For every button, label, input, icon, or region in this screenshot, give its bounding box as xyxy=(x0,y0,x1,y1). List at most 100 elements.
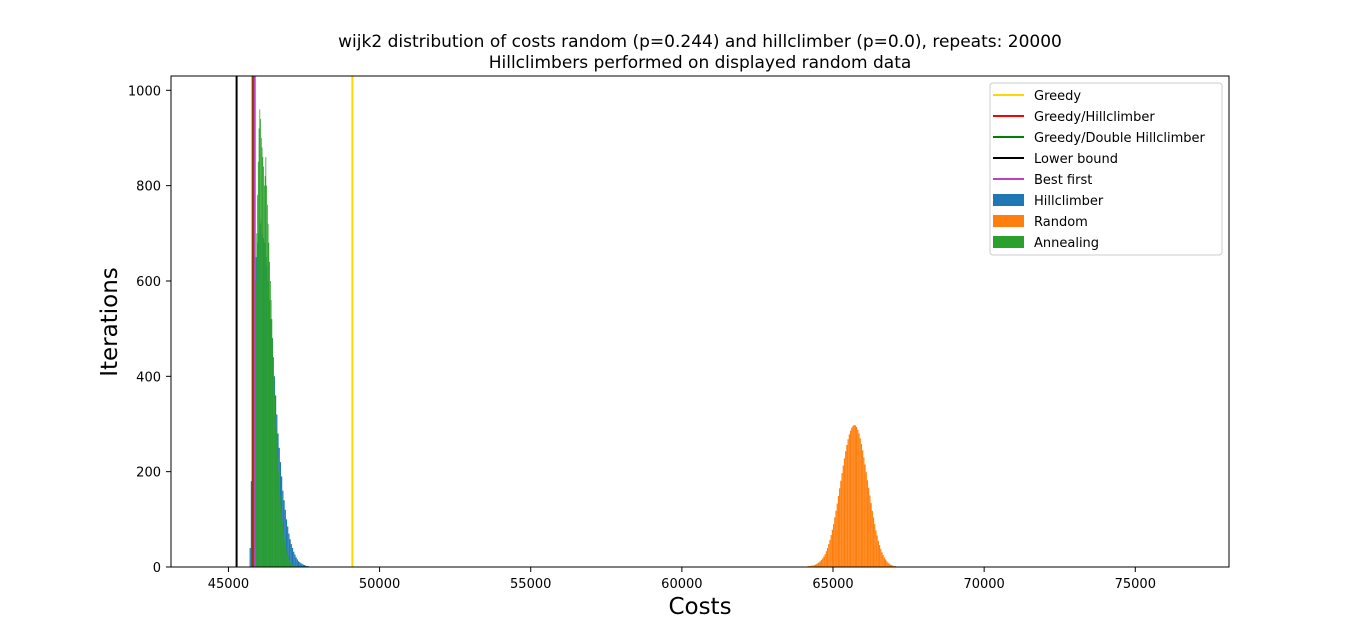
histogram-bar xyxy=(878,545,881,567)
histogram-bar xyxy=(263,166,264,567)
histogram-bar xyxy=(831,529,834,567)
histogram-bar xyxy=(840,480,842,567)
histogram-bar xyxy=(286,552,288,567)
histogram-bar xyxy=(811,565,813,567)
histogram-bar xyxy=(250,481,253,567)
histogram-bar xyxy=(839,488,841,567)
y-tick-label: 400 xyxy=(136,370,161,385)
histogram-bar xyxy=(834,517,836,567)
plot-frame xyxy=(170,75,1230,568)
histogram-bar xyxy=(874,524,876,567)
histogram-bar xyxy=(276,428,277,567)
histogram-bar xyxy=(872,517,875,567)
y-tick-label: 1000 xyxy=(128,84,161,99)
histogram-bar xyxy=(291,564,293,567)
histogram-bar xyxy=(281,514,283,567)
histogram-bar xyxy=(285,548,287,567)
histogram-bar xyxy=(848,434,850,567)
histogram-bar xyxy=(814,564,817,567)
histogram-bar xyxy=(290,544,292,567)
histogram-bar xyxy=(845,451,847,567)
legend-label: Greedy/Double Hillclimber xyxy=(1034,131,1206,146)
legend-label: Lower bound xyxy=(1034,152,1118,167)
legend-label: Random xyxy=(1034,215,1088,230)
histogram-bar xyxy=(300,563,302,567)
histogram-bar xyxy=(259,109,261,568)
histogram-bar xyxy=(262,157,264,568)
histogram-bar xyxy=(304,565,306,567)
histogram-bar xyxy=(862,450,864,567)
legend-label: Best first xyxy=(1034,173,1092,188)
histogram-bar xyxy=(273,357,274,567)
histogram-bar xyxy=(299,562,301,567)
histogram-bar xyxy=(295,557,297,567)
histogram-bar xyxy=(830,535,832,567)
histogram-bar xyxy=(283,500,285,567)
histogram-bar xyxy=(279,483,280,567)
histogram-bar xyxy=(823,556,825,567)
histogram-bar xyxy=(255,280,257,567)
histogram-bar xyxy=(820,559,823,567)
legend-patch-swatch xyxy=(993,194,1024,206)
histogram-bar xyxy=(288,559,290,567)
histogram-bar xyxy=(263,185,265,567)
histogram-bar xyxy=(291,547,294,567)
y-tick-label: 600 xyxy=(136,275,161,290)
histogram-bar xyxy=(868,487,870,567)
histogram-bar xyxy=(264,176,266,567)
histogram-bar xyxy=(860,444,863,567)
histogram-bar xyxy=(854,425,856,567)
histogram-bar xyxy=(272,338,274,567)
histogram-bar xyxy=(297,561,300,567)
histogram-bar xyxy=(276,443,278,567)
y-axis-label: Iterations xyxy=(97,267,123,377)
histogram-bar xyxy=(825,551,827,567)
x-tick-label: 50000 xyxy=(359,577,400,592)
histogram-bar xyxy=(849,430,852,567)
histogram-bar xyxy=(275,414,277,567)
histogram-bar xyxy=(818,562,820,567)
legend-label: Greedy xyxy=(1034,89,1081,104)
histogram-bar xyxy=(282,521,283,567)
histogram-bar xyxy=(880,548,882,567)
legend-label: Hillclimber xyxy=(1034,194,1104,209)
histogram-bar xyxy=(289,561,291,567)
histogram-bar xyxy=(266,185,267,567)
histogram-bar xyxy=(870,503,872,567)
histogram-bar xyxy=(283,534,285,567)
histogram-bar xyxy=(819,561,821,567)
histogram-bar xyxy=(866,480,869,567)
x-tick-label: 70000 xyxy=(963,577,1004,592)
histogram-bar xyxy=(260,137,262,567)
histogram-bar xyxy=(835,510,837,567)
histogram-bar xyxy=(284,540,286,567)
histogram-bar xyxy=(881,552,883,567)
histogram-bar xyxy=(285,519,288,567)
histogram-bar xyxy=(266,204,268,567)
histogram-bar xyxy=(884,559,887,567)
histogram-bar xyxy=(837,495,840,567)
legend-label: Greedy/Hillclimber xyxy=(1034,110,1155,125)
x-axis-ticks: 45000 50000 55000 60000 65000 70000 75000 xyxy=(208,567,1156,592)
y-tick-label: 0 xyxy=(153,561,161,576)
histogram-bar xyxy=(841,473,843,567)
histogram-bar xyxy=(257,161,259,567)
histogram-bar xyxy=(301,564,303,567)
histogram-bars xyxy=(249,109,900,568)
x-tick-label: 55000 xyxy=(510,577,551,592)
histogram-bar xyxy=(892,565,894,567)
histogram-bar xyxy=(871,510,873,567)
histogram-bar xyxy=(876,535,878,567)
histogram-bar xyxy=(269,261,270,567)
histogram-bar xyxy=(877,540,879,567)
histogram-bar xyxy=(833,524,835,567)
histogram-bar xyxy=(257,195,258,568)
histogram-bar xyxy=(864,464,866,567)
histogram-bar xyxy=(816,564,818,567)
x-tick-label: 45000 xyxy=(208,577,249,592)
histogram-bar xyxy=(258,128,260,567)
reference-lines xyxy=(235,76,354,567)
histogram-bar xyxy=(302,564,305,567)
legend: Greedy Greedy/Hillclimber Greedy/Double Hi… xyxy=(989,82,1223,256)
